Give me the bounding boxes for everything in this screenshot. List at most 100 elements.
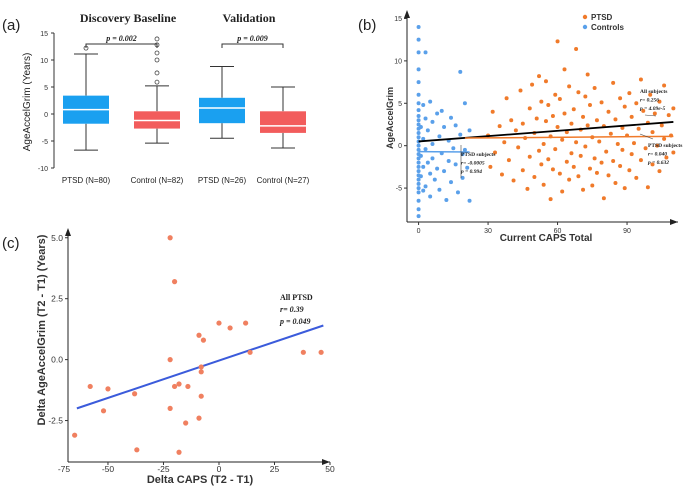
ptsd-point <box>520 121 525 126</box>
control-point <box>437 134 442 139</box>
control-point <box>416 114 421 118</box>
c-xlabel: Delta CAPS (T2 - T1) <box>147 474 254 486</box>
control-point <box>435 111 440 116</box>
ptsd-point <box>641 108 646 113</box>
ptsd-point <box>557 171 562 176</box>
ptsd-point <box>571 107 576 112</box>
ptsd-point <box>606 173 611 178</box>
b-ylabel: AgeAccelGrim <box>385 87 395 149</box>
significance-bracket <box>85 43 158 48</box>
ptsd-point <box>620 147 625 152</box>
delta-point <box>132 391 138 397</box>
c-xtick-label: 50 <box>325 464 335 474</box>
control-point <box>416 135 421 140</box>
category-label: Control (N=82) <box>131 176 184 185</box>
delta-point <box>183 420 189 426</box>
ptsd-point <box>618 164 623 169</box>
ptsd-point <box>650 162 655 167</box>
ptsd-point <box>539 162 544 167</box>
ptsd-point <box>567 177 572 182</box>
b-annotation-leader <box>639 133 654 140</box>
ptsd-point <box>548 197 553 202</box>
ptsd-point <box>527 106 532 111</box>
b-ytick-label: 5 <box>398 101 402 108</box>
b-annotation-line: r= -0.0005 <box>461 161 485 167</box>
ptsd-point <box>574 140 579 145</box>
delta-point <box>105 386 111 392</box>
delta-point <box>198 364 204 370</box>
control-point <box>416 108 421 113</box>
delta-point <box>216 320 222 326</box>
ptsd-point <box>585 72 590 77</box>
control-point <box>416 186 421 191</box>
panel-b: (b) AgeAccelGrim -5 0 5 10 15 0 30 60 90 PTSDCont… <box>358 10 682 244</box>
delta-point <box>318 349 324 355</box>
delta-point <box>176 381 182 387</box>
control-point <box>462 101 467 106</box>
c-xtick-label: 0 <box>217 464 222 474</box>
ptsd-point <box>592 86 597 91</box>
b-annotation-line: r= 0.040 <box>648 152 667 158</box>
ptsd-point <box>601 196 606 201</box>
control-point <box>416 67 421 72</box>
ptsd-point <box>562 111 567 116</box>
category-label: PTSD (N=80) <box>62 176 111 185</box>
outlier-point <box>154 79 160 85</box>
control-point <box>423 147 428 152</box>
control-point <box>428 99 433 104</box>
delta-point <box>176 449 182 455</box>
ptsd-point <box>534 116 539 121</box>
c-y-axis-arrow <box>65 228 71 236</box>
ptsd-point <box>553 147 558 152</box>
ptsd-point <box>645 185 650 190</box>
c-xtick-label: -50 <box>102 464 115 474</box>
b-y-axis-arrow <box>404 10 410 18</box>
ptsd-point <box>592 156 597 161</box>
control-point <box>462 147 467 152</box>
control-point <box>416 164 421 169</box>
panel-b-label: (b) <box>358 17 376 34</box>
ptsd-point <box>671 150 676 155</box>
ptsd-point <box>576 90 581 95</box>
control-point <box>416 160 421 165</box>
ptsd-point <box>543 119 548 124</box>
panel-c: (c) Delta AgeAccelGrim (T2 - T1) (Years)… <box>2 228 335 486</box>
ptsd-point <box>488 164 493 169</box>
ptsd-point <box>634 175 639 180</box>
significance-bracket <box>221 43 284 48</box>
b-annotation-leader <box>644 114 657 117</box>
control-point <box>423 184 428 189</box>
ptsd-point <box>518 88 523 93</box>
control-point <box>416 198 421 203</box>
ptsd-point <box>527 154 532 159</box>
ptsd-point <box>613 180 618 185</box>
ptsd-point <box>611 158 616 163</box>
b-ytick-label: 15 <box>394 16 402 23</box>
ptsd-point <box>664 155 669 160</box>
ptsd-point <box>594 170 599 175</box>
ptsd-point <box>493 150 498 155</box>
control-point <box>418 174 423 179</box>
ptsd-point <box>497 124 502 129</box>
ptsd-point <box>604 149 609 154</box>
control-point <box>449 180 454 185</box>
delta-point <box>200 337 207 343</box>
ptsd-point <box>581 114 586 119</box>
ptsd-point <box>666 113 671 118</box>
delta-point <box>185 383 191 390</box>
ptsd-point <box>662 83 667 88</box>
control-point <box>446 158 451 163</box>
control-point <box>453 123 458 128</box>
ptsd-point <box>541 141 546 146</box>
c-annotation-line: r= 0.39 <box>280 305 304 314</box>
ptsd-point <box>513 128 518 133</box>
ptsd-point <box>618 96 623 101</box>
ptsd-point <box>537 148 542 153</box>
outlier-point <box>154 36 160 42</box>
ptsd-point <box>599 100 604 105</box>
ptsd-point <box>613 117 618 122</box>
c-annotation-line: All PTSD <box>280 293 313 302</box>
fit-line-ptsd <box>464 135 674 139</box>
control-point <box>423 50 428 55</box>
